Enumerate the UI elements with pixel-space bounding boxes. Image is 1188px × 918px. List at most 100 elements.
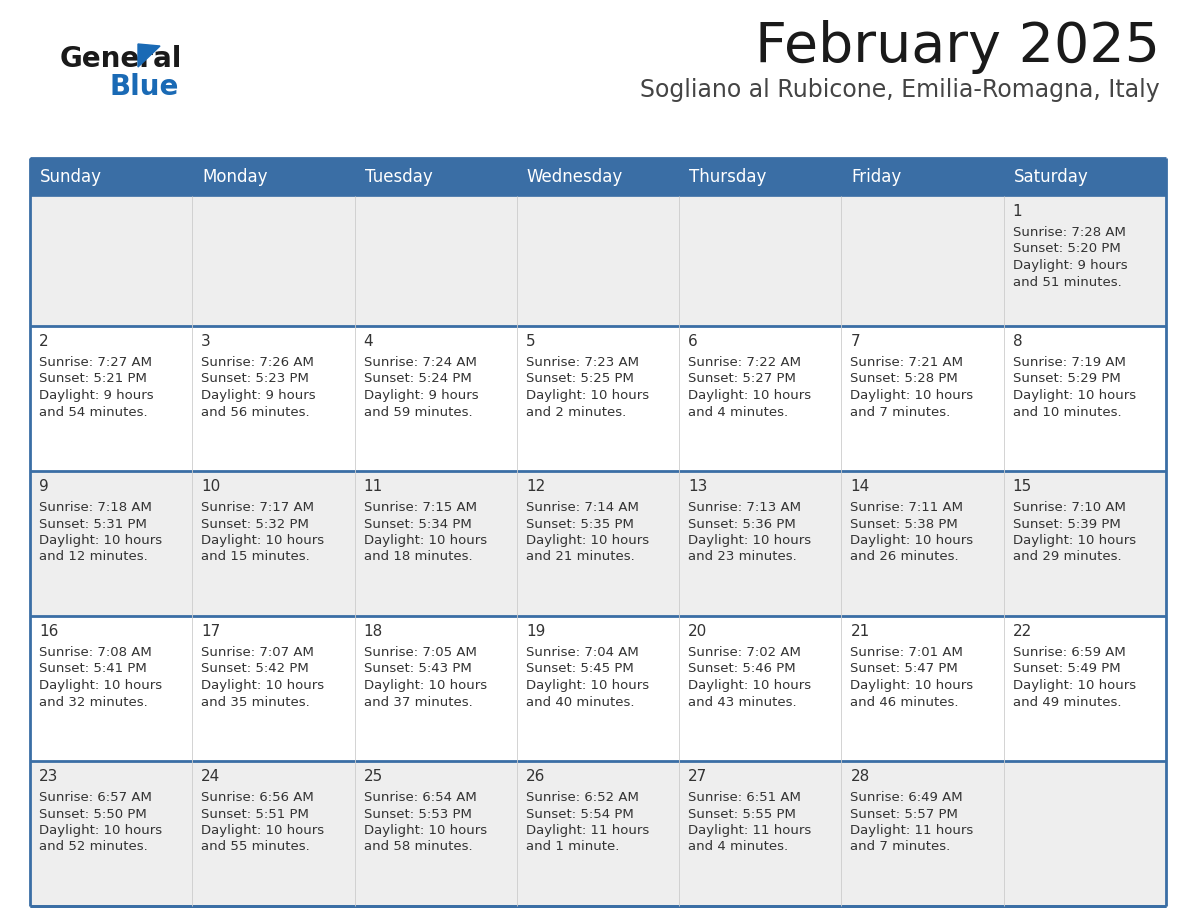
- Text: and 55 minutes.: and 55 minutes.: [201, 841, 310, 854]
- Text: Sunrise: 6:51 AM: Sunrise: 6:51 AM: [688, 791, 801, 804]
- Text: Daylight: 9 hours: Daylight: 9 hours: [39, 389, 153, 402]
- Text: Sunrise: 7:05 AM: Sunrise: 7:05 AM: [364, 646, 476, 659]
- Text: 11: 11: [364, 479, 383, 494]
- Text: and 2 minutes.: and 2 minutes.: [526, 406, 626, 419]
- Bar: [30, 761, 192, 906]
- Bar: [1004, 761, 1165, 906]
- Text: Sunrise: 7:04 AM: Sunrise: 7:04 AM: [526, 646, 639, 659]
- Text: and 52 minutes.: and 52 minutes.: [39, 841, 147, 854]
- Text: and 35 minutes.: and 35 minutes.: [201, 696, 310, 709]
- Bar: [354, 471, 517, 616]
- Text: Sunset: 5:49 PM: Sunset: 5:49 PM: [1012, 663, 1120, 676]
- Text: Daylight: 10 hours: Daylight: 10 hours: [851, 679, 973, 692]
- Text: Sunrise: 7:21 AM: Sunrise: 7:21 AM: [851, 356, 963, 369]
- Text: Daylight: 10 hours: Daylight: 10 hours: [39, 824, 162, 837]
- Text: Sunday: Sunday: [40, 168, 102, 186]
- Text: Sunrise: 7:07 AM: Sunrise: 7:07 AM: [201, 646, 314, 659]
- Bar: [517, 761, 680, 906]
- Bar: [192, 616, 354, 761]
- Text: and 59 minutes.: and 59 minutes.: [364, 406, 472, 419]
- Text: Daylight: 10 hours: Daylight: 10 hours: [364, 824, 487, 837]
- Text: 22: 22: [1012, 624, 1032, 639]
- Text: and 18 minutes.: and 18 minutes.: [364, 551, 472, 564]
- Bar: [30, 326, 192, 471]
- Text: Sunrise: 7:22 AM: Sunrise: 7:22 AM: [688, 356, 801, 369]
- Text: and 12 minutes.: and 12 minutes.: [39, 551, 147, 564]
- Text: 7: 7: [851, 334, 860, 349]
- Text: Daylight: 10 hours: Daylight: 10 hours: [364, 679, 487, 692]
- Text: and 21 minutes.: and 21 minutes.: [526, 551, 634, 564]
- Text: Daylight: 10 hours: Daylight: 10 hours: [201, 824, 324, 837]
- Text: and 4 minutes.: and 4 minutes.: [688, 406, 789, 419]
- Text: Sunset: 5:29 PM: Sunset: 5:29 PM: [1012, 373, 1120, 386]
- Text: Daylight: 11 hours: Daylight: 11 hours: [851, 824, 974, 837]
- Text: Sunrise: 6:57 AM: Sunrise: 6:57 AM: [39, 791, 152, 804]
- Text: and 40 minutes.: and 40 minutes.: [526, 696, 634, 709]
- Text: and 10 minutes.: and 10 minutes.: [1012, 406, 1121, 419]
- Text: and 58 minutes.: and 58 minutes.: [364, 841, 472, 854]
- Text: Sunrise: 7:14 AM: Sunrise: 7:14 AM: [526, 501, 639, 514]
- Bar: [517, 616, 680, 761]
- Text: and 49 minutes.: and 49 minutes.: [1012, 696, 1121, 709]
- Bar: [841, 471, 1004, 616]
- Text: Sunset: 5:23 PM: Sunset: 5:23 PM: [201, 373, 309, 386]
- Text: 13: 13: [688, 479, 708, 494]
- Text: Daylight: 9 hours: Daylight: 9 hours: [1012, 259, 1127, 272]
- Text: 16: 16: [39, 624, 58, 639]
- Text: Sunset: 5:27 PM: Sunset: 5:27 PM: [688, 373, 796, 386]
- Text: Daylight: 10 hours: Daylight: 10 hours: [201, 534, 324, 547]
- Bar: [1004, 196, 1165, 326]
- Text: Sunrise: 6:56 AM: Sunrise: 6:56 AM: [201, 791, 314, 804]
- Text: Daylight: 10 hours: Daylight: 10 hours: [526, 679, 649, 692]
- Text: Thursday: Thursday: [689, 168, 766, 186]
- Text: Saturday: Saturday: [1013, 168, 1088, 186]
- Text: Sunrise: 7:15 AM: Sunrise: 7:15 AM: [364, 501, 476, 514]
- Text: Daylight: 10 hours: Daylight: 10 hours: [1012, 389, 1136, 402]
- Text: Sunrise: 7:26 AM: Sunrise: 7:26 AM: [201, 356, 314, 369]
- Text: 15: 15: [1012, 479, 1032, 494]
- Text: Daylight: 10 hours: Daylight: 10 hours: [1012, 534, 1136, 547]
- Text: Sunset: 5:34 PM: Sunset: 5:34 PM: [364, 518, 472, 531]
- Text: Sunset: 5:31 PM: Sunset: 5:31 PM: [39, 518, 147, 531]
- Polygon shape: [138, 44, 160, 67]
- Text: Sunset: 5:50 PM: Sunset: 5:50 PM: [39, 808, 147, 821]
- Text: 23: 23: [39, 769, 58, 784]
- Text: 27: 27: [688, 769, 707, 784]
- Text: Sogliano al Rubicone, Emilia-Romagna, Italy: Sogliano al Rubicone, Emilia-Romagna, It…: [640, 78, 1159, 102]
- Text: Sunset: 5:25 PM: Sunset: 5:25 PM: [526, 373, 633, 386]
- Text: Sunrise: 7:19 AM: Sunrise: 7:19 AM: [1012, 356, 1125, 369]
- Text: 26: 26: [526, 769, 545, 784]
- Text: 8: 8: [1012, 334, 1023, 349]
- Text: Sunset: 5:55 PM: Sunset: 5:55 PM: [688, 808, 796, 821]
- Text: Sunrise: 7:28 AM: Sunrise: 7:28 AM: [1012, 226, 1125, 239]
- Text: Sunrise: 7:27 AM: Sunrise: 7:27 AM: [39, 356, 152, 369]
- Text: 17: 17: [201, 624, 221, 639]
- Text: and 15 minutes.: and 15 minutes.: [201, 551, 310, 564]
- Text: Daylight: 10 hours: Daylight: 10 hours: [688, 679, 811, 692]
- Text: Sunrise: 7:17 AM: Sunrise: 7:17 AM: [201, 501, 315, 514]
- Text: Sunrise: 6:59 AM: Sunrise: 6:59 AM: [1012, 646, 1125, 659]
- Text: 9: 9: [39, 479, 49, 494]
- Text: Sunset: 5:39 PM: Sunset: 5:39 PM: [1012, 518, 1120, 531]
- Bar: [841, 616, 1004, 761]
- Text: and 32 minutes.: and 32 minutes.: [39, 696, 147, 709]
- Text: Daylight: 9 hours: Daylight: 9 hours: [201, 389, 316, 402]
- Text: Sunset: 5:51 PM: Sunset: 5:51 PM: [201, 808, 309, 821]
- Text: Sunset: 5:35 PM: Sunset: 5:35 PM: [526, 518, 633, 531]
- Text: 4: 4: [364, 334, 373, 349]
- Bar: [30, 471, 192, 616]
- Bar: [1004, 471, 1165, 616]
- Text: and 51 minutes.: and 51 minutes.: [1012, 275, 1121, 288]
- Text: 19: 19: [526, 624, 545, 639]
- Text: Monday: Monday: [202, 168, 267, 186]
- Text: Blue: Blue: [110, 73, 179, 101]
- Bar: [1004, 616, 1165, 761]
- Bar: [680, 761, 841, 906]
- Text: and 4 minutes.: and 4 minutes.: [688, 841, 789, 854]
- Text: Sunrise: 7:13 AM: Sunrise: 7:13 AM: [688, 501, 801, 514]
- Text: Sunset: 5:42 PM: Sunset: 5:42 PM: [201, 663, 309, 676]
- Text: Daylight: 10 hours: Daylight: 10 hours: [1012, 679, 1136, 692]
- Text: 18: 18: [364, 624, 383, 639]
- Text: Friday: Friday: [852, 168, 902, 186]
- Text: 14: 14: [851, 479, 870, 494]
